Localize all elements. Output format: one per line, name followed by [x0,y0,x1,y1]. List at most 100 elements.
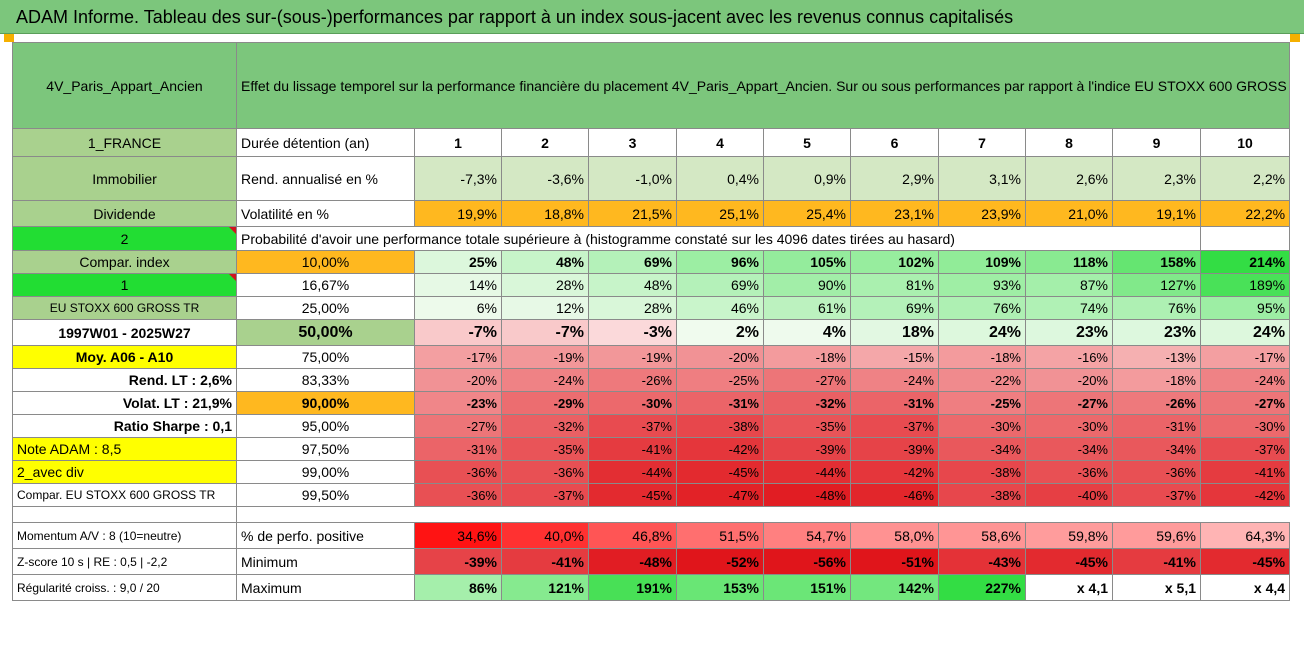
quantile-value: -37% [850,414,939,438]
spacer-cell [414,506,502,523]
spacer-cell [676,506,764,523]
quantile-label: 10,00% [236,250,415,274]
quantile-value: 48% [588,273,677,297]
compar-full-label: Compar. EU STOXX 600 GROSS TR [12,483,237,507]
pos-label: % de perfo. positive [236,522,415,549]
quantile-value: 102% [850,250,939,274]
rend-value: -7,3% [414,156,502,201]
vol-value: 19,1% [1112,200,1201,227]
vol-value: 18,8% [501,200,589,227]
quantile-value: -34% [1112,437,1201,461]
max-label: Maximum [236,574,415,601]
quantile-value: -36% [1025,460,1113,484]
quantile-value: -44% [588,460,677,484]
rend-value: 2,3% [1112,156,1201,201]
header-description: Effet du lissage temporel sur la perform… [235,42,1291,129]
quantile-value: -31% [676,391,764,415]
pos-value: 58,6% [938,522,1026,549]
min-value: -51% [850,548,939,575]
dividend-label: Dividende [12,200,237,227]
country-label: 1_FRANCE [12,128,237,157]
min-value: -39% [414,548,502,575]
regularite-label: Régularité croiss. : 9,0 / 20 [12,574,237,601]
quantile-value: -31% [1112,414,1201,438]
quantile-value: 28% [588,296,677,320]
quantile-value: -19% [588,345,677,369]
pos-value: 34,6% [414,522,502,549]
quantile-value: 76% [938,296,1026,320]
quantile-value: -31% [850,391,939,415]
quantile-value: -7% [414,319,502,346]
spacer-cell [1025,506,1113,523]
compar-index-label: Compar. index [12,250,237,274]
quantile-value: -15% [850,345,939,369]
quantile-value: 69% [850,296,939,320]
quantile-value: -27% [1025,391,1113,415]
quantile-value: 69% [676,273,764,297]
max-value: 191% [588,574,677,601]
quantile-value: -42% [850,460,939,484]
period-label: 1997W01 - 2025W27 [12,319,237,346]
quantile-value: -17% [414,345,502,369]
quantile-value: 118% [1025,250,1113,274]
quantile-value: 28% [501,273,589,297]
quantile-value: -29% [501,391,589,415]
quantile-value: 87% [1025,273,1113,297]
quantile-value: 24% [1199,319,1291,346]
quantile-value: -37% [501,483,589,507]
quantile-value: -39% [850,437,939,461]
quantile-value: 24% [938,319,1026,346]
quantile-value: -42% [1199,483,1291,507]
quantile-value: -24% [850,368,939,392]
vol-value: 22,2% [1199,200,1291,227]
quantile-value: -20% [1025,368,1113,392]
corner-marker-left [4,34,14,42]
max-value: 153% [676,574,764,601]
pos-value: 46,8% [588,522,677,549]
min-value: -48% [588,548,677,575]
rend-value: 0,9% [763,156,851,201]
quantile-label: 25,00% [236,296,415,320]
quantile-value: -19% [501,345,589,369]
rend-value: 2,6% [1025,156,1113,201]
pos-value: 51,5% [676,522,764,549]
year-header: 7 [938,128,1026,157]
quantile-value: -36% [1112,460,1201,484]
year-header: 9 [1112,128,1201,157]
max-value: 86% [414,574,502,601]
quantile-value: -37% [588,414,677,438]
moy-label: Moy. A06 - A10 [12,345,237,369]
spacer-cell [501,506,589,523]
year-header: 8 [1025,128,1113,157]
volat-lt-label: Volat. LT : 21,9% [12,391,237,415]
quantile-value: 93% [938,273,1026,297]
empty-cell [1199,226,1291,251]
max-value: 121% [501,574,589,601]
quantile-value: -35% [763,414,851,438]
quantile-value: -39% [763,437,851,461]
quantile-value: 46% [676,296,764,320]
pos-value: 54,7% [763,522,851,549]
min-value: -56% [763,548,851,575]
quantile-value: 25% [414,250,502,274]
quantile-label: 83,33% [236,368,415,392]
min-value: -45% [1199,548,1291,575]
rend-value: 3,1% [938,156,1026,201]
quantile-value: -24% [501,368,589,392]
quantile-value: -7% [501,319,589,346]
min-value: -41% [1112,548,1201,575]
div-label: 2_avec div [12,460,237,484]
pos-value: 64,3% [1199,522,1291,549]
quantile-value: -41% [1199,460,1291,484]
quantile-value: -46% [850,483,939,507]
corner-marker-right [1290,34,1300,42]
rend-value: -1,0% [588,156,677,201]
min-value: -43% [938,548,1026,575]
quantile-value: 61% [763,296,851,320]
quantile-value: -36% [501,460,589,484]
duree-label: Durée détention (an) [236,128,415,157]
quantile-value: -20% [676,345,764,369]
rend-label: Rend. annualisé en % [236,156,415,201]
quantile-label: 75,00% [236,345,415,369]
report-title: ADAM Informe. Tableau des sur-(sous-)per… [0,0,1304,34]
